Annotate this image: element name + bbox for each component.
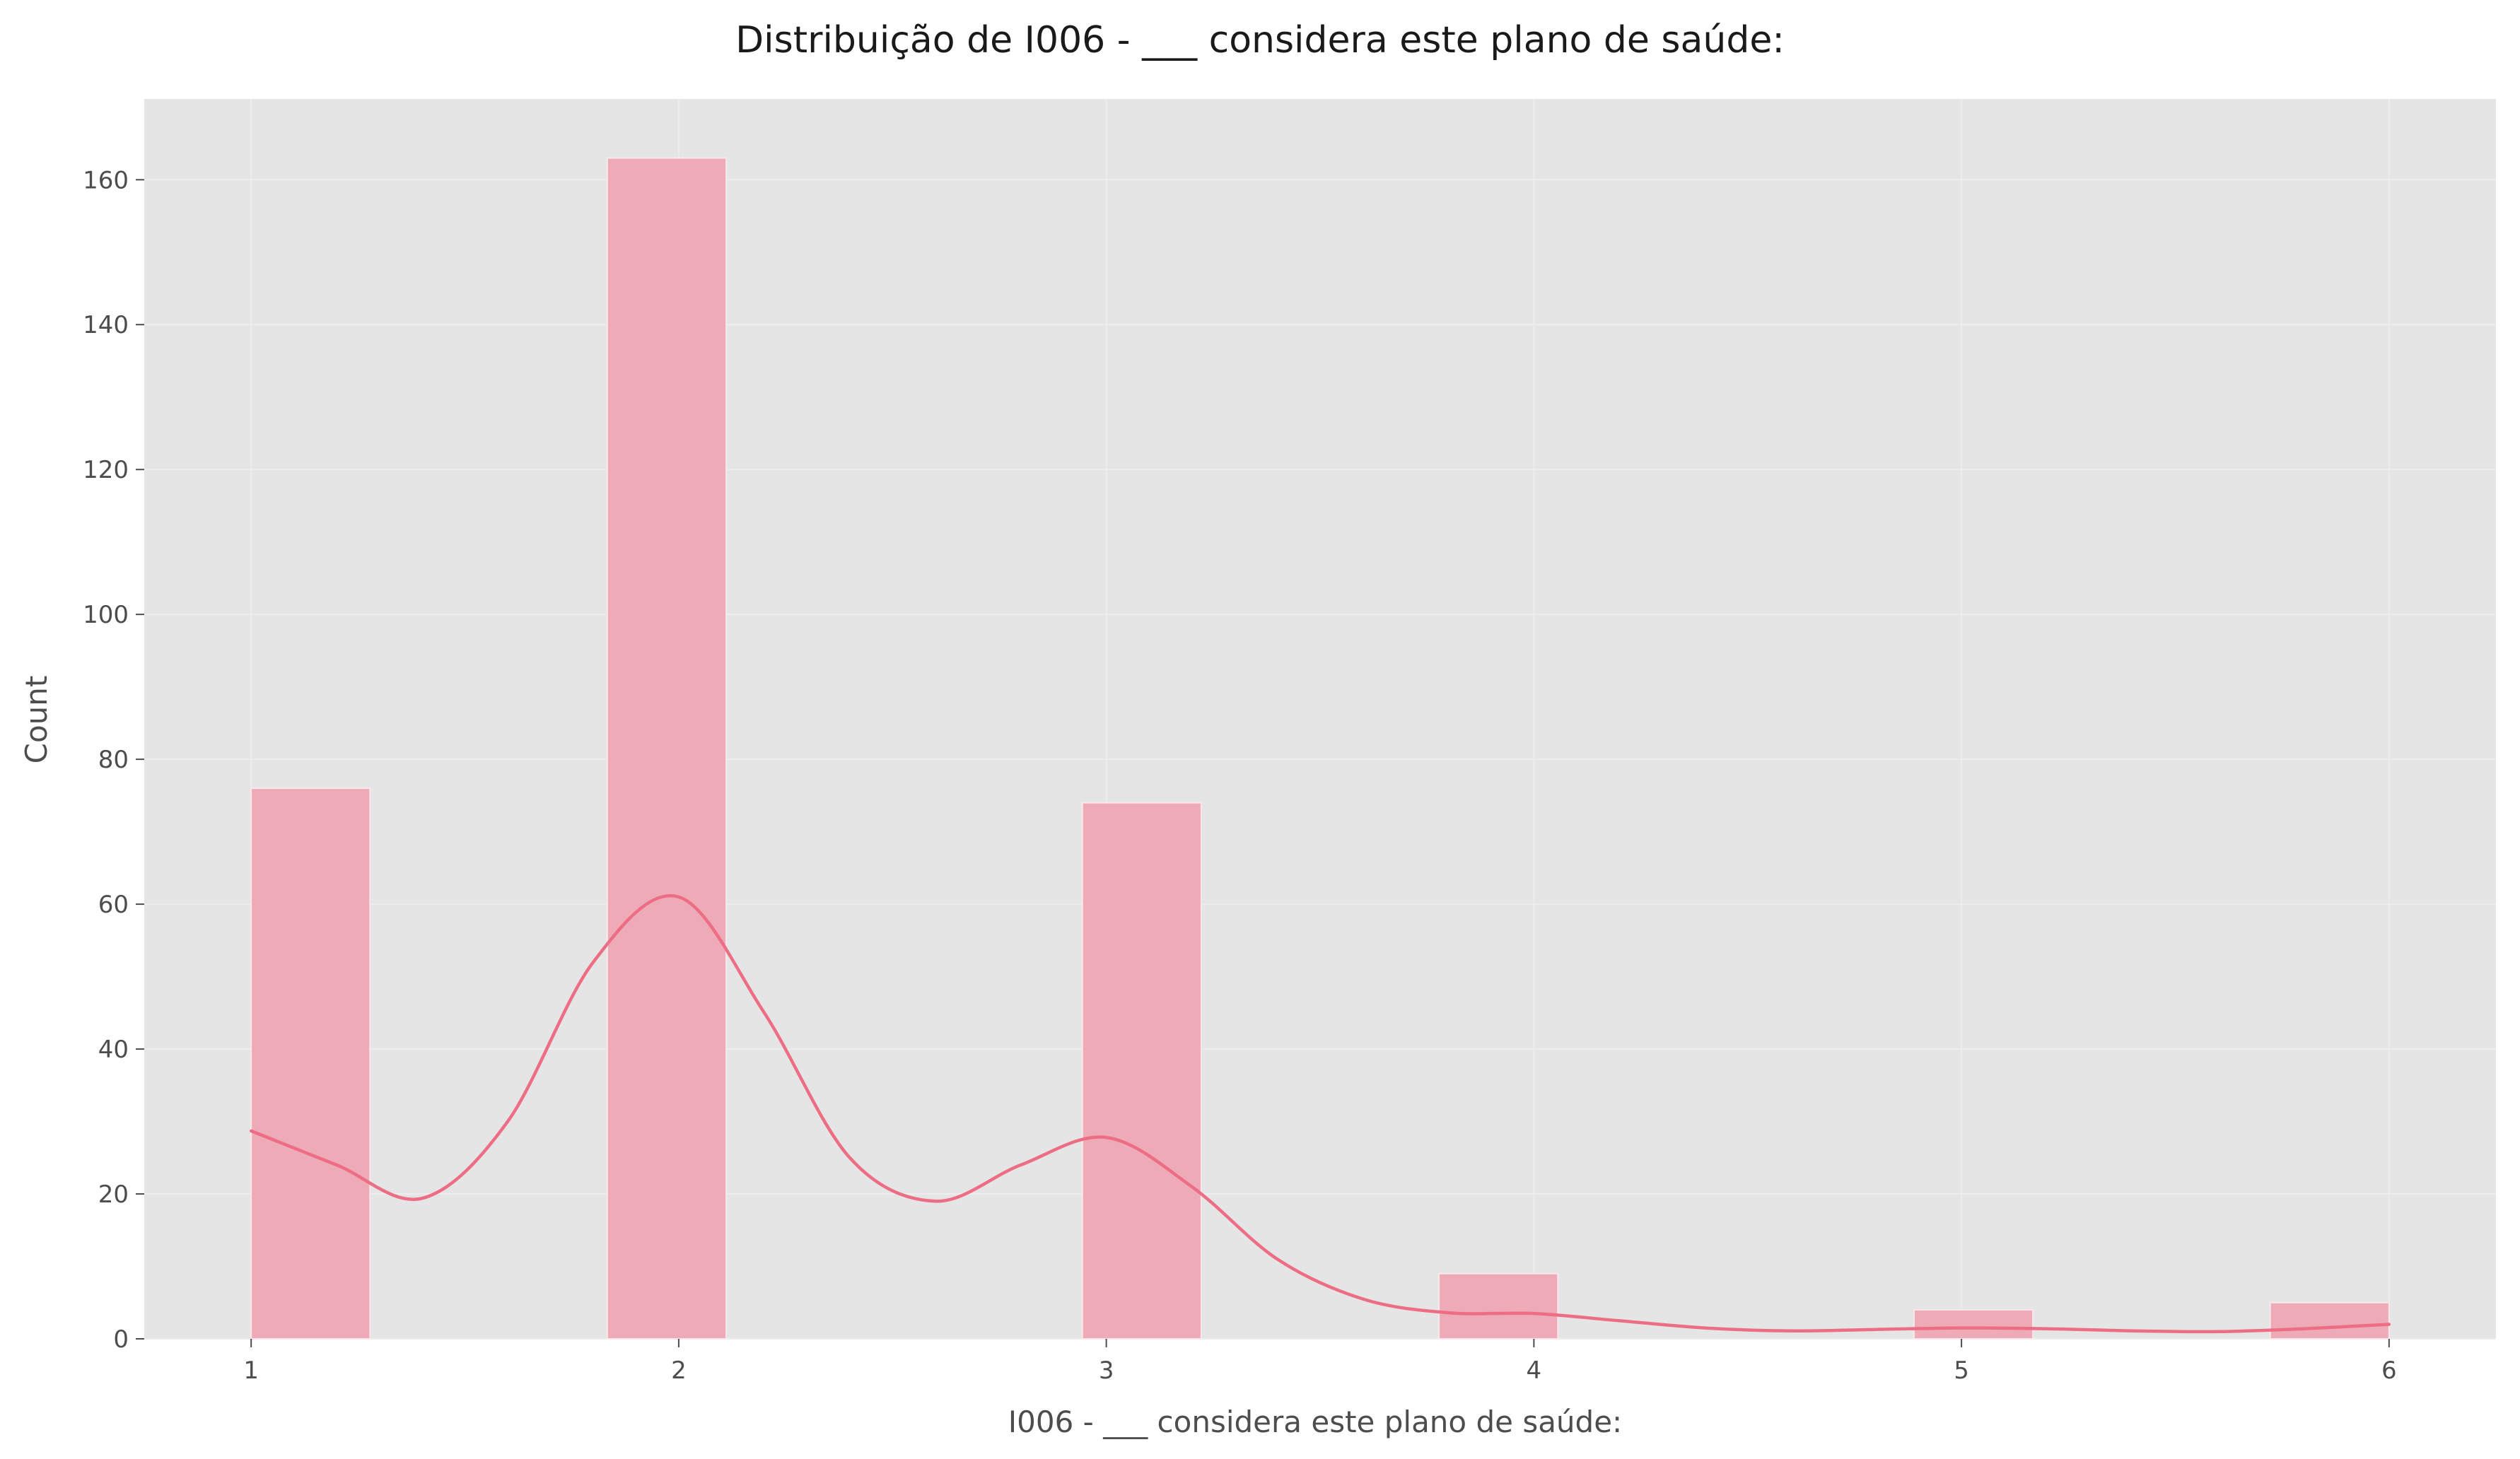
- y-tick-label: 40: [98, 1036, 129, 1064]
- y-tick-label: 120: [83, 456, 129, 484]
- x-axis-label: I006 - ___ considera este plano de saúde…: [1008, 1405, 1622, 1439]
- histogram-bar: [1081, 802, 1202, 1340]
- y-tick-label: 80: [98, 746, 129, 774]
- x-tick-label: 2: [671, 1357, 687, 1385]
- x-tick-label: 6: [2381, 1357, 2397, 1385]
- kde-curve: [249, 894, 2391, 1334]
- x-axis-ticks: 1 2 3 4 5 6: [243, 1339, 2397, 1385]
- x-tick-label: 1: [243, 1357, 259, 1385]
- y-axis-label: Count: [19, 676, 54, 764]
- histogram-bars: [250, 157, 2390, 1340]
- histogram-bar: [2269, 1301, 2390, 1340]
- x-tick-label: 5: [1954, 1357, 1969, 1385]
- x-tick-label: 4: [1527, 1357, 1542, 1385]
- y-tick-label: 60: [98, 891, 129, 919]
- histogram-bar: [250, 787, 371, 1340]
- y-tick-label: 140: [83, 311, 129, 339]
- x-tick-label: 3: [1099, 1357, 1114, 1385]
- y-tick-label: 160: [83, 166, 129, 194]
- histogram-bar: [1438, 1272, 1559, 1340]
- y-tick-label: 20: [98, 1180, 129, 1209]
- plot-background: [144, 99, 2496, 1339]
- y-axis-ticks: 0 20 40 60 80 100 120 140 160: [83, 166, 144, 1354]
- histogram-bar: [1913, 1309, 2034, 1340]
- y-tick-label: 0: [113, 1325, 129, 1354]
- y-tick-label: 100: [83, 601, 129, 629]
- chart-title: Distribuição de I006 - ___ considera est…: [735, 19, 1785, 61]
- histogram-bar: [606, 157, 728, 1340]
